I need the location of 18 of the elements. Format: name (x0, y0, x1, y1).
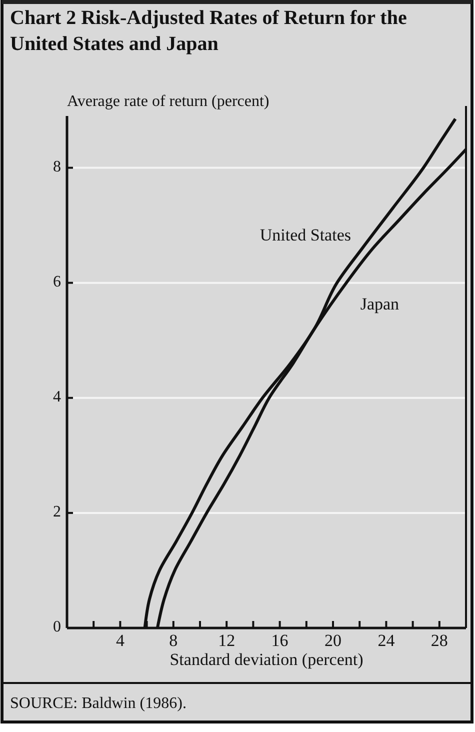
x-tick-label: 8 (169, 631, 178, 650)
x-axis-title: Standard deviation (percent) (170, 650, 364, 669)
y-tick-label: 0 (53, 618, 61, 636)
x-tick-label: 12 (218, 631, 236, 650)
chart-title: Chart 2 Risk-Adjusted Rates of Return for the United States and Japan (10, 7, 407, 55)
x-tick-label: 16 (271, 631, 288, 650)
x-tick-label: 24 (378, 631, 396, 650)
source-note: SOURCE: Baldwin (1986). (10, 695, 186, 712)
y-tick-label: 4 (53, 388, 61, 406)
y-axis-title: Average rate of return (percent) (67, 93, 270, 110)
y-tick-label: 6 (53, 274, 61, 291)
y-tick-label: 2 (53, 504, 61, 521)
x-tick-label: 20 (324, 631, 342, 650)
x-tick-label: 4 (116, 631, 125, 650)
x-tick-label: 28 (430, 631, 448, 650)
y-tick-label: 8 (53, 158, 61, 176)
series-label: United States (260, 226, 351, 245)
series-label: Japan (360, 294, 400, 314)
